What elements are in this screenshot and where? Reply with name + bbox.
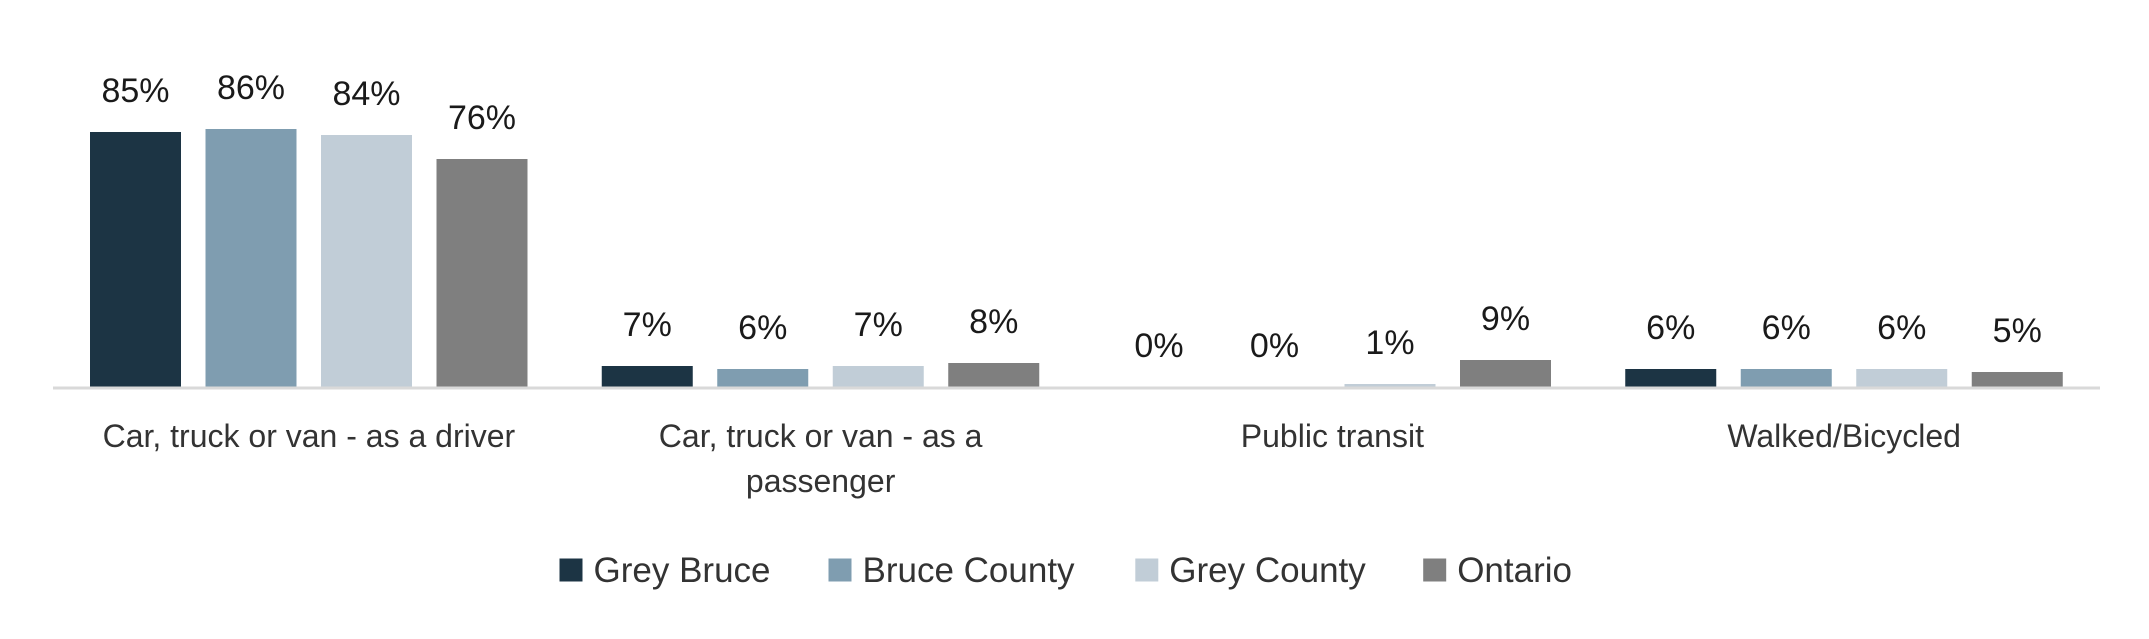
data-label-ontario-3: 5% [1993,312,2042,350]
data-labels-group: 85% 86% 84% 76% 7% 6% 7% 8% 0% 0% 1% 9% 6% 6% 6% 5% [101,69,2041,365]
category-label-1: Car, truck or van - as a passenger [659,418,983,499]
legend-swatch-bruce-county [828,558,852,582]
data-label-grey-bruce-1: 7% [623,306,672,344]
data-label-grey-county-2: 1% [1365,324,1414,362]
data-label-ontario-2: 9% [1481,300,1530,338]
category-label-3: Walked/Bicycled [1727,418,1961,454]
legend-label-ontario: Ontario [1457,551,1572,590]
bar-ontario-2 [1460,360,1551,387]
legend-swatch-grey-bruce [559,558,583,582]
bar-grey-county-2 [1344,384,1436,387]
data-label-bruce-county-1: 6% [738,309,787,347]
bar-ontario-3 [1971,372,2063,387]
data-label-grey-bruce-0: 85% [101,72,169,110]
data-label-grey-county-1: 7% [854,306,903,344]
bar-grey-bruce-1 [601,366,693,387]
data-label-grey-bruce-2: 0% [1134,327,1183,365]
bar-grey-county-0 [321,135,412,387]
data-label-grey-county-3: 6% [1877,309,1926,347]
bar-grey-county-3 [1856,369,1948,387]
legend: Grey Bruce Bruce County Grey County Ontario [559,551,1572,590]
bar-bruce-county-1 [717,369,809,387]
bar-ontario-1 [948,363,1040,387]
bar-bruce-county-3 [1740,369,1832,387]
bar-bruce-county-0 [205,129,297,387]
bar-grey-county-1 [832,366,924,387]
category-label-2: Public transit [1241,418,1424,454]
bar-ontario-0 [436,159,528,387]
data-label-bruce-county-0: 86% [217,69,285,107]
bars-group [90,129,2063,387]
data-label-bruce-county-2: 0% [1250,327,1299,365]
category-labels-group: Car, truck or van - as a driver Car, truc… [103,418,1961,499]
data-label-grey-county-0: 84% [332,75,400,113]
bar-grey-bruce-3 [1625,369,1717,387]
legend-label-grey-county: Grey County [1169,551,1366,590]
bar-grey-bruce-0 [90,132,181,387]
category-label-0: Car, truck or van - as a driver [103,418,516,454]
data-label-ontario-0: 76% [448,99,516,137]
legend-label-grey-bruce: Grey Bruce [594,551,771,590]
legend-swatch-grey-county [1135,558,1159,582]
data-label-bruce-county-3: 6% [1762,309,1811,347]
legend-swatch-ontario [1423,558,1447,582]
data-label-ontario-1: 8% [969,303,1018,341]
legend-label-bruce-county: Bruce County [863,551,1076,590]
data-label-grey-bruce-3: 6% [1646,309,1695,347]
